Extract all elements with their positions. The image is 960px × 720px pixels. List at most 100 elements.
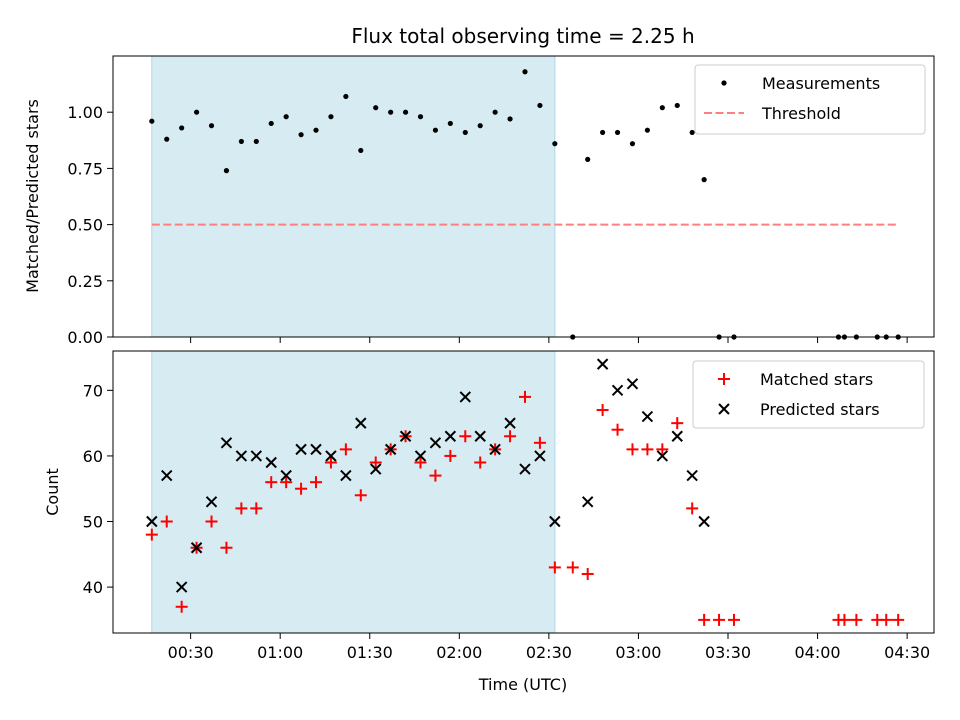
measurements-point [208,123,215,129]
legend-threshold-label: Threshold [761,104,841,123]
matched-stars-point [160,515,173,528]
measurements-point [298,132,304,138]
matched-stars-point [671,417,684,430]
matched-stars-point [626,443,639,456]
measurements-point [358,147,364,154]
matched-stars-point [892,613,905,626]
ratio-panel-frame [112,55,935,338]
legend-measurements-label: Measurements [762,74,880,93]
predicted-stars-point [611,384,624,397]
predicted-stars-point [146,515,158,528]
measurements-point [373,105,379,111]
count-x-tick-label: 04:00 [795,643,841,662]
predicted-stars-point [581,496,594,508]
predicted-stars-point [205,496,218,508]
matched-stars-point [280,476,293,489]
matched-stars-point [235,502,248,515]
measurements-point [447,120,453,127]
matched-stars-point [459,430,472,443]
count-shaded-observing-span [151,350,556,634]
predicted-stars-point [370,463,382,475]
predicted-stars-point [429,437,442,449]
matched-stars-point [581,567,594,580]
matched-stars-point [339,443,352,456]
matched-stars-point [145,528,158,541]
matched-stars-point [566,561,579,574]
count-legend-frame [692,360,925,429]
predicted-stars-point [656,450,669,462]
matched-stars-point [838,613,851,626]
ratio-legend: Measurements Threshold [694,64,926,135]
count-x-tick-label: 03:00 [615,643,661,662]
matched-stars-point [850,613,863,626]
count-y-tick-label: 50 [83,513,103,532]
matched-stars-point [205,515,218,528]
measurements-point [537,102,543,109]
predicted-stars-point [549,515,561,528]
predicted-stars-point [459,391,471,403]
predicted-stars-point [265,456,277,469]
measurements-point [343,93,349,100]
measurements-point [328,114,334,120]
matched-stars-point [429,469,442,482]
measurements-point [164,136,170,142]
count-legend: Matched stars Predicted stars [692,360,925,429]
predicted-stars-point [519,463,531,475]
measurements-point [402,109,409,115]
measurements-point [522,69,528,75]
measurements-point [552,141,558,147]
matched-stars-point [611,423,624,436]
predicted-stars-point [444,430,457,442]
ratio-y-tick-label: 0.50 [67,216,103,235]
measurements-point [600,129,606,136]
matched-stars-point [641,443,654,456]
matched-stars-point [414,456,427,469]
count-y-tick-label: 70 [83,381,103,400]
measurements-point [644,127,650,133]
predicted-stars-point [295,443,307,456]
predicted-stars-point [641,410,654,423]
measurements-point [149,118,155,124]
predicted-stars-point [235,450,248,462]
measurements-point [223,168,230,174]
predicted-stars-point [698,515,710,528]
measurements-point [268,120,274,127]
ratio-panel: Flux total observing time = 2.25 h 0.00 0… [23,24,935,347]
ratio-y-tick-label: 1.00 [67,103,103,122]
ratio-y-tick-label: 0.00 [67,328,103,347]
predicted-stars-point [596,358,609,370]
count-x-axis-label: Time (UTC) [478,675,567,694]
matched-stars-point [686,502,699,515]
count-x-tick-label: 00:30 [168,643,214,662]
matched-stars-point [727,613,740,626]
count-x-tick-label: 02:00 [436,643,482,662]
predicted-stars-point [474,430,486,442]
measurements-point [462,129,468,136]
matched-stars-point [444,449,457,462]
measurements-point [432,127,439,133]
measurements-point [283,114,289,120]
ratio-shaded-observing-span [151,55,556,338]
measurements-point [388,109,394,115]
ratio-y-tick-label: 0.25 [67,272,103,291]
matched-stars-point [713,613,726,626]
matched-stars-point [310,476,323,489]
measurements-point [492,109,498,115]
legend-matched-label: Matched stars [760,370,873,389]
measurements-point [659,105,665,111]
measurements-point [674,102,680,109]
legend-predicted-marker [718,403,730,415]
measurements-point [689,129,695,136]
predicted-stars-point [220,437,233,449]
matched-stars-point [354,489,367,502]
measurements-point [629,141,636,147]
predicted-stars-point [399,430,412,442]
predicted-stars-point [686,469,698,482]
matched-stars-point [324,456,337,469]
count-x-tick-label: 04:30 [884,643,930,662]
predicted-stars-point [355,417,367,429]
count-y-tick-label: 60 [83,447,103,466]
matched-stars-point [175,600,188,613]
matched-stars-point [474,456,487,469]
measurements-point [313,127,319,133]
